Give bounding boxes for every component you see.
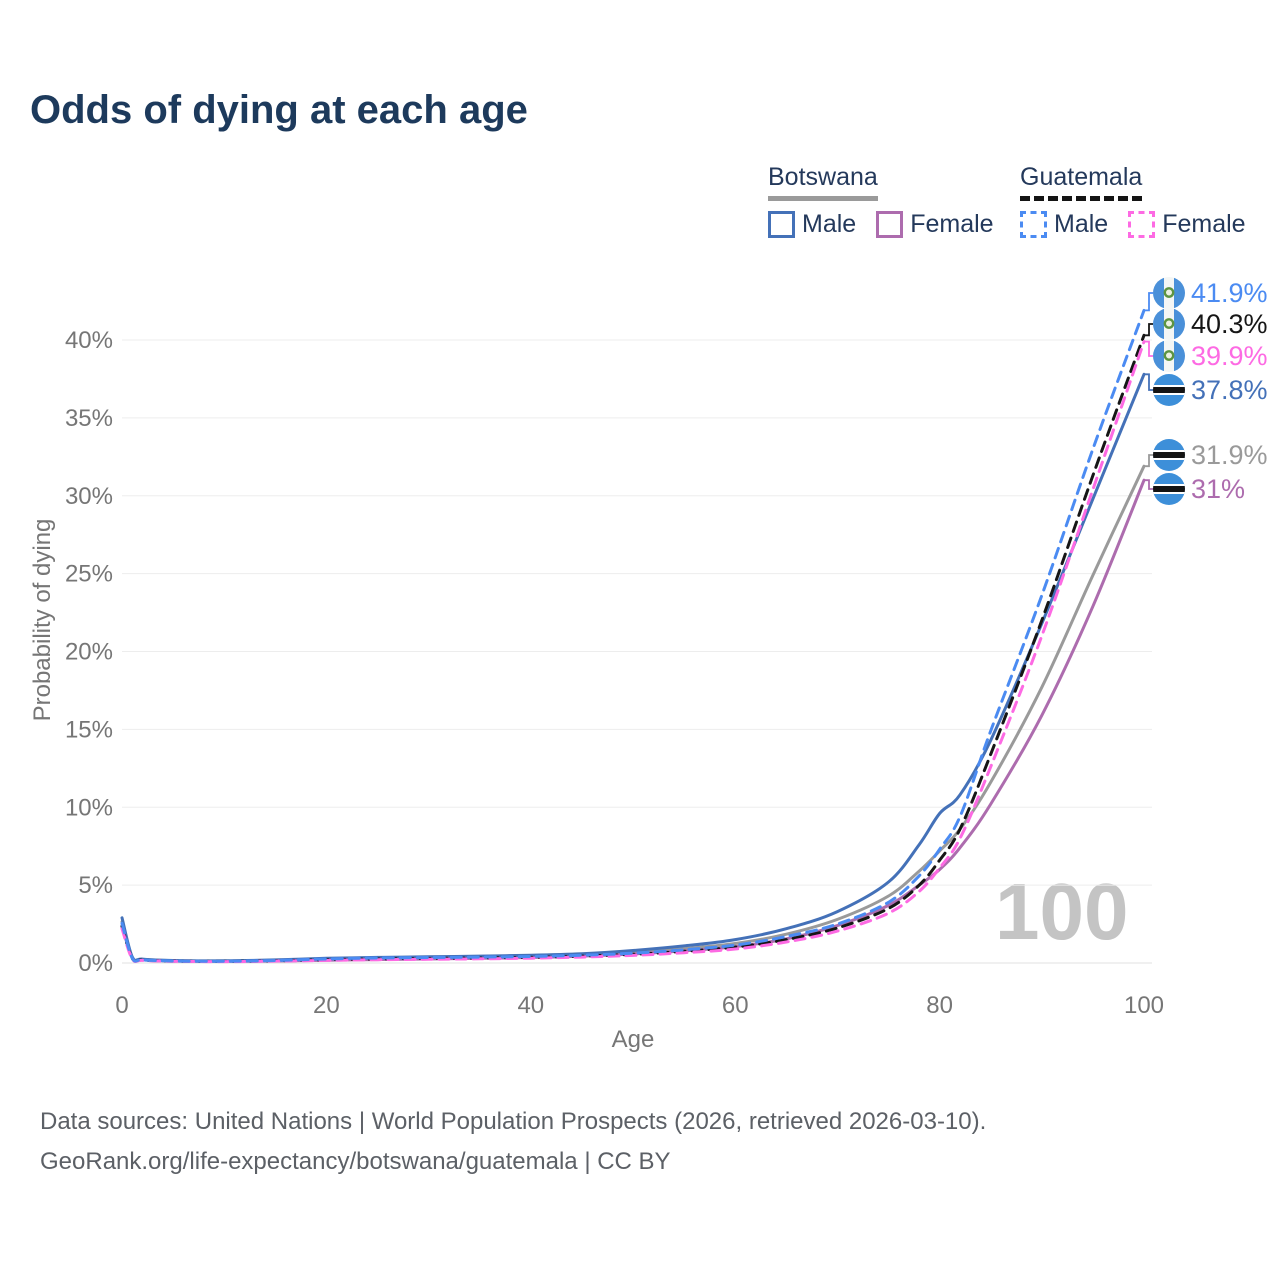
- legend-item-botswana-female[interactable]: Female: [876, 210, 994, 239]
- end-label-connector: [1144, 479, 1153, 490]
- y-tick-label: 5%: [78, 872, 113, 899]
- y-tick-label: 0%: [78, 950, 113, 977]
- guatemala-female-swatch-icon: [1128, 211, 1156, 238]
- page-title: Odds of dying at each age: [30, 88, 528, 132]
- end-label-botswana-male: 37.8%: [1153, 374, 1268, 406]
- end-label-connector: [1144, 340, 1153, 357]
- x-tick-label: 20: [313, 992, 340, 1019]
- end-label-guatemala: 40.3%: [1153, 308, 1268, 340]
- series-line-botswana-male: [120, 372, 1146, 963]
- guatemala-flag-icon: [1153, 308, 1185, 340]
- end-value-label: 41.9%: [1191, 278, 1268, 308]
- legend-botswana-items: Male Female: [768, 210, 994, 239]
- legend-label: Female: [910, 210, 994, 238]
- legend-guatemala-header[interactable]: Guatemala: [1020, 163, 1143, 201]
- x-tick-label: 40: [517, 992, 544, 1019]
- botswana-flag-icon: [1153, 374, 1185, 406]
- legend-item-guatemala-female[interactable]: Female: [1128, 210, 1246, 239]
- end-label-connector: [1144, 454, 1153, 468]
- y-tick-label: 20%: [65, 639, 113, 666]
- end-label-connector: [1144, 323, 1153, 337]
- legend-item-botswana-male[interactable]: Male: [768, 210, 856, 239]
- botswana-flag-icon: [1153, 439, 1185, 471]
- y-tick-label: 10%: [65, 794, 113, 821]
- guatemala-flag-icon: [1153, 340, 1185, 372]
- series-line-guatemala-male: [120, 308, 1146, 963]
- x-tick-label: 60: [722, 992, 749, 1019]
- botswana-female-swatch-icon: [876, 211, 904, 238]
- series-line-guatemala: [120, 333, 1146, 963]
- x-axis-title: Age: [611, 1026, 655, 1053]
- y-tick-label: 30%: [65, 483, 113, 510]
- botswana-flag-icon: [1153, 473, 1185, 505]
- end-value-label: 39.9%: [1191, 341, 1268, 371]
- x-tick-label: 80: [926, 992, 953, 1019]
- end-value-label: 40.3%: [1191, 309, 1268, 339]
- legend-label: Male: [1054, 210, 1109, 238]
- x-tick-label: 100: [1124, 992, 1164, 1019]
- guatemala-male-swatch-icon: [1020, 211, 1047, 238]
- end-value-label: 37.8%: [1191, 375, 1268, 405]
- legend-label: Male: [802, 210, 857, 238]
- series-line-botswana: [120, 464, 1146, 963]
- y-tick-label: 25%: [65, 561, 113, 588]
- end-value-label: 31%: [1191, 474, 1246, 504]
- legend-botswana-header[interactable]: Botswana: [768, 163, 878, 201]
- series-line-botswana-female: [120, 478, 1146, 963]
- end-label-guatemala-male: 41.9%: [1153, 277, 1268, 309]
- legend-group-botswana: Botswana Male Female: [768, 163, 994, 239]
- legend-label: Female: [1162, 210, 1246, 238]
- end-label-botswana-female: 31%: [1153, 473, 1245, 505]
- x-tick-label: 0: [115, 992, 128, 1019]
- attribution-text: GeoRank.org/life-expectancy/botswana/gua…: [40, 1148, 671, 1175]
- guatemala-flag-icon: [1153, 277, 1185, 309]
- end-label-connector: [1144, 373, 1153, 391]
- y-tick-label: 40%: [65, 327, 113, 354]
- data-sources-text: Data sources: United Nations | World Pop…: [40, 1108, 987, 1135]
- end-value-label: 31.9%: [1191, 440, 1268, 470]
- end-label-guatemala-female: 39.9%: [1153, 340, 1268, 372]
- y-tick-label: 35%: [65, 405, 113, 432]
- end-label-botswana: 31.9%: [1153, 439, 1268, 471]
- botswana-male-swatch-icon: [768, 211, 795, 238]
- legend-group-guatemala: Guatemala Male Female: [1020, 163, 1246, 239]
- y-tick-label: 15%: [65, 716, 113, 743]
- end-label-connector: [1144, 292, 1153, 312]
- legend-guatemala-items: Male Female: [1020, 210, 1246, 239]
- legend-item-guatemala-male[interactable]: Male: [1020, 210, 1108, 239]
